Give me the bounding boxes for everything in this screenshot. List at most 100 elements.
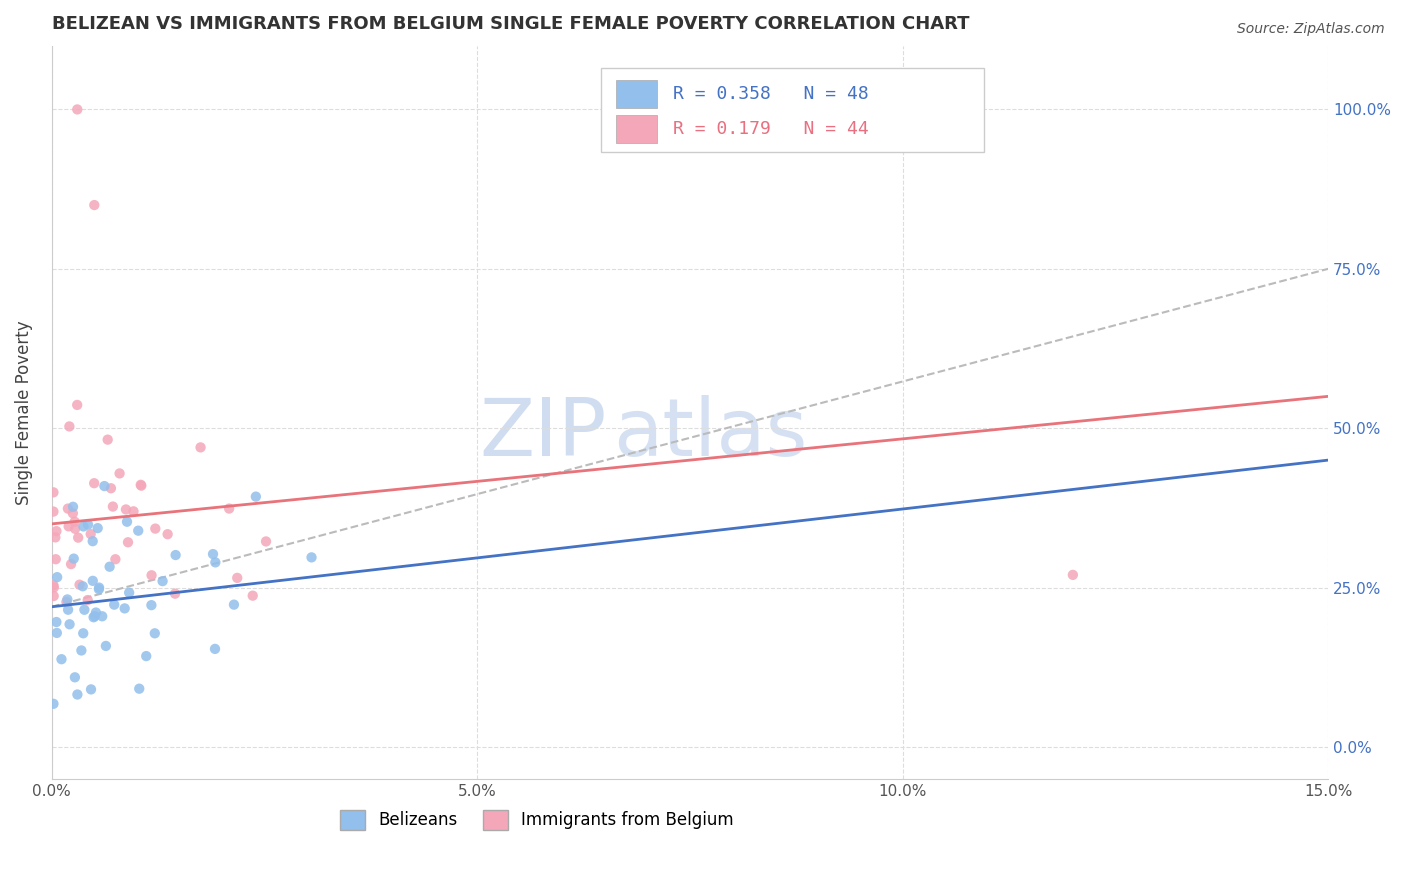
Text: BELIZEAN VS IMMIGRANTS FROM BELGIUM SINGLE FEMALE POVERTY CORRELATION CHART: BELIZEAN VS IMMIGRANTS FROM BELGIUM SING… [52,15,969,33]
Point [66,688,89,702]
Point [115,502,138,516]
Point [202,547,225,561]
Point [218,501,240,516]
Point [51,652,73,666]
Text: Source: ZipAtlas.com: Source: ZipAtlas.com [1237,22,1385,37]
Point [226,571,249,585]
Point [204,555,226,569]
Point [62,551,84,566]
Point [58,519,80,533]
Point [42,697,65,711]
Point [222,598,245,612]
Point [42,485,65,500]
Text: atlas: atlas [613,395,807,474]
Point [83,610,105,624]
Point [45,615,67,629]
Point [82,574,104,588]
Point [156,527,179,541]
Point [55,595,77,609]
Point [165,587,187,601]
Point [73,603,96,617]
FancyBboxPatch shape [616,80,657,108]
Point [76,593,98,607]
Point [165,548,187,562]
Point [42,578,65,592]
Point [242,589,264,603]
Point [94,639,117,653]
Point [72,519,94,533]
Point [42,589,65,603]
Point [83,476,105,491]
Point [83,198,105,212]
Point [72,626,94,640]
Point [60,557,83,571]
Point [98,559,121,574]
Point [56,592,79,607]
Point [62,500,84,514]
Point [100,481,122,495]
Point [152,574,174,589]
Point [108,467,131,481]
Point [131,478,153,492]
Point [63,522,86,536]
Point [101,500,124,514]
Point [141,598,163,612]
Point [58,617,80,632]
FancyBboxPatch shape [600,68,984,152]
Point [97,433,120,447]
Point [254,534,277,549]
Point [62,506,84,520]
Point [58,419,80,434]
Text: R = 0.358   N = 48: R = 0.358 N = 48 [673,85,869,103]
Point [67,531,90,545]
Text: ZIP: ZIP [479,395,607,474]
Point [204,641,226,656]
Point [82,534,104,549]
Point [143,522,166,536]
Point [45,524,67,538]
Point [118,585,141,599]
Point [66,103,89,117]
Point [143,626,166,640]
Point [69,577,91,591]
Point [45,552,67,566]
Point [104,552,127,566]
Point [127,524,149,538]
Point [135,649,157,664]
Point [103,598,125,612]
Point [45,626,67,640]
Point [56,603,79,617]
Point [56,501,79,516]
Point [72,579,94,593]
Point [84,606,107,620]
Point [80,682,103,697]
Point [66,398,89,412]
Point [86,521,108,535]
Text: R = 0.179   N = 44: R = 0.179 N = 44 [673,120,869,138]
Point [128,681,150,696]
Point [93,479,115,493]
Point [190,441,212,455]
Point [70,643,93,657]
Point [129,477,152,491]
Point [63,515,86,529]
Point [245,490,267,504]
Point [42,581,65,595]
Point [114,601,136,615]
Point [77,517,100,532]
FancyBboxPatch shape [616,115,657,144]
Point [122,504,145,518]
Point [91,609,114,624]
Point [301,550,323,565]
Point [1062,567,1084,582]
Point [80,527,103,541]
Point [87,581,110,595]
Point [115,515,138,529]
Point [117,535,139,549]
Point [83,609,105,624]
Point [87,582,110,597]
Point [46,570,69,584]
Point [42,505,65,519]
Y-axis label: Single Female Poverty: Single Female Poverty [15,320,32,505]
Point [44,530,66,544]
